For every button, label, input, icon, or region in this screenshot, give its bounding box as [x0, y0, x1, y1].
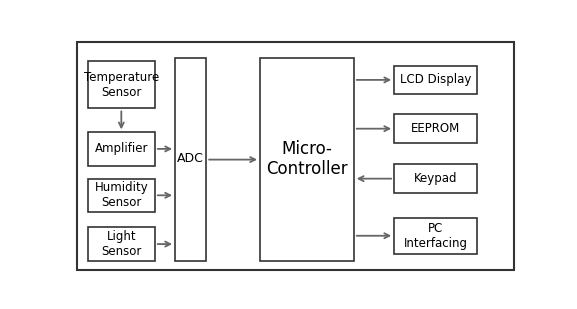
Bar [88, 132, 155, 166]
Bar [175, 58, 207, 261]
Bar [394, 114, 477, 143]
Text: Micro-
Controller: Micro- Controller [266, 139, 348, 178]
Bar [88, 179, 155, 212]
Text: ADC: ADC [177, 152, 204, 165]
Bar [260, 58, 354, 261]
Bar [88, 61, 155, 108]
Text: Light
Sensor: Light Sensor [101, 230, 141, 258]
Text: Humidity
Sensor: Humidity Sensor [95, 181, 148, 209]
Text: PC
Interfacing: PC Interfacing [403, 222, 467, 250]
Text: EEPROM: EEPROM [411, 122, 460, 135]
Bar [394, 164, 477, 193]
Bar [394, 66, 477, 94]
Bar [88, 227, 155, 261]
Bar [394, 218, 477, 254]
Text: Amplifier: Amplifier [95, 142, 148, 155]
Text: Temperature
Sensor: Temperature Sensor [84, 71, 159, 99]
Text: LCD Display: LCD Display [400, 74, 471, 87]
Text: Keypad: Keypad [414, 172, 457, 185]
